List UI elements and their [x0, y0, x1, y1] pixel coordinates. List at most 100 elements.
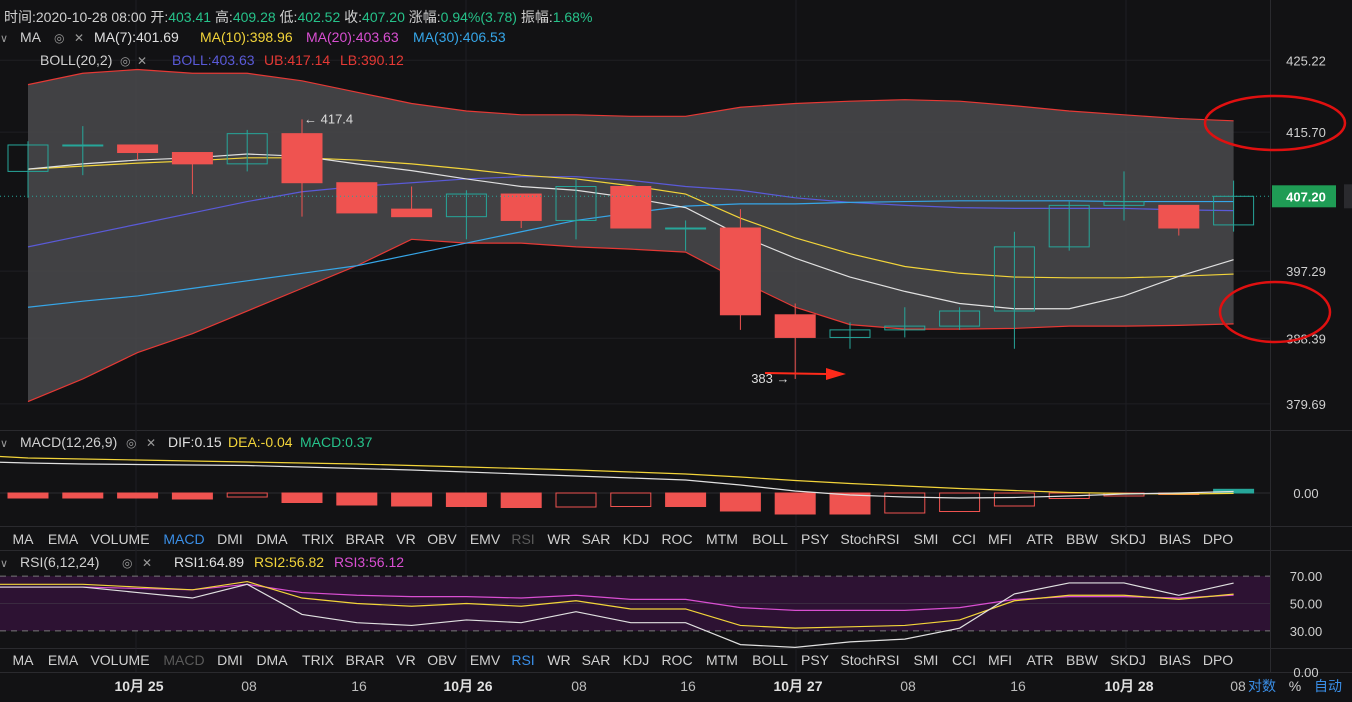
indicator-tab-mfi[interactable]: MFI — [988, 652, 1012, 668]
indicator-tab-roc[interactable]: ROC — [661, 652, 692, 668]
time-axis-label: 10月 27 — [773, 678, 822, 694]
settings-icon[interactable]: ◎ — [126, 436, 136, 450]
indicator-tab-dmi[interactable]: DMI — [217, 531, 243, 547]
low-marker: 383 → — [751, 371, 789, 386]
indicator-tab-bias[interactable]: BIAS — [1159, 531, 1191, 547]
close-icon[interactable]: ✕ — [146, 436, 156, 450]
indicator-tab-wr[interactable]: WR — [547, 531, 570, 547]
indicator-tab-stochrsi[interactable]: StochRSI — [840, 531, 899, 547]
indicator-tab-brar[interactable]: BRAR — [346, 652, 385, 668]
rsi-axis-label: 30.00 — [1290, 624, 1323, 639]
indicator-tab-emv[interactable]: EMV — [470, 531, 501, 547]
close-icon[interactable]: ✕ — [142, 556, 152, 570]
ma7-value: MA(7):401.69 — [94, 29, 179, 45]
indicator-tab-emv[interactable]: EMV — [470, 652, 501, 668]
low-label: 低: — [279, 9, 298, 25]
settings-icon[interactable]: ◎ — [120, 54, 130, 68]
time-axis-label: 16 — [680, 678, 696, 694]
indicator-tab-ema[interactable]: EMA — [48, 531, 79, 547]
indicator-tab-psy[interactable]: PSY — [801, 531, 830, 547]
indicator-tab-kdj[interactable]: KDJ — [623, 531, 649, 547]
current-price-label: 407.20 — [1286, 189, 1326, 204]
indicator-tab-stochrsi[interactable]: StochRSI — [840, 652, 899, 668]
macd-histogram-bar — [884, 492, 926, 514]
macd-histogram-bar — [774, 492, 816, 515]
price-pane[interactable]: ← 417.4 383 → — [7, 68, 1255, 403]
indicator-tab-skdj[interactable]: SKDJ — [1110, 531, 1146, 547]
indicator-tab-atr[interactable]: ATR — [1027, 652, 1054, 668]
indicator-tab-rsi[interactable]: RSI — [511, 652, 534, 668]
log-scale-toggle[interactable]: 对数 — [1248, 678, 1276, 694]
indicator-tab-trix[interactable]: TRIX — [302, 531, 335, 547]
indicator-tab-psy[interactable]: PSY — [801, 652, 830, 668]
rsi2-line — [0, 580, 1234, 629]
indicator-tab-wr[interactable]: WR — [547, 652, 570, 668]
indicator-tab-ma[interactable]: MA — [13, 531, 35, 547]
settings-icon[interactable]: ◎ — [122, 556, 132, 570]
indicator-tab-dpo[interactable]: DPO — [1203, 531, 1233, 547]
indicator-tab-trix[interactable]: TRIX — [302, 652, 335, 668]
boll-mid-line — [27, 176, 1234, 248]
indicator-tab-bbw[interactable]: BBW — [1066, 652, 1099, 668]
indicator-tab-kdj[interactable]: KDJ — [623, 652, 649, 668]
time-value: 2020-10-28 08:00 — [35, 9, 147, 25]
indicator-tab-sar[interactable]: SAR — [582, 531, 611, 547]
macd-histogram-bar — [719, 492, 761, 512]
indicator-tab-atr[interactable]: ATR — [1027, 531, 1054, 547]
indicator-tab-skdj[interactable]: SKDJ — [1110, 652, 1146, 668]
indicator-tab-smi[interactable]: SMI — [914, 652, 939, 668]
macd-histogram-bar — [226, 492, 268, 498]
indicator-tab-sar[interactable]: SAR — [582, 652, 611, 668]
indicator-tab-macd[interactable]: MACD — [163, 531, 204, 547]
indicator-tab-obv[interactable]: OBV — [427, 531, 457, 547]
candle-body — [7, 144, 49, 172]
indicator-tab-bbw[interactable]: BBW — [1066, 531, 1099, 547]
boll-lower-value: LB:390.12 — [340, 52, 404, 68]
amplitude-value: 1.68% — [552, 9, 593, 25]
indicator-tab-dmi[interactable]: DMI — [217, 652, 243, 668]
indicator-tab-obv[interactable]: OBV — [427, 652, 457, 668]
indicator-tab-rsi[interactable]: RSI — [511, 531, 534, 547]
indicator-tab-mfi[interactable]: MFI — [988, 531, 1012, 547]
indicator-tab-mtm[interactable]: MTM — [706, 531, 738, 547]
indicator-tab-brar[interactable]: BRAR — [346, 531, 385, 547]
rsi-legend-name: RSI(6,12,24) — [20, 554, 99, 570]
indicator-tab-mtm[interactable]: MTM — [706, 652, 738, 668]
indicator-tab-dma[interactable]: DMA — [256, 652, 288, 668]
indicator-tab-volume[interactable]: VOLUME — [90, 531, 149, 547]
indicator-tab-cci[interactable]: CCI — [952, 652, 976, 668]
indicator-tab-vr[interactable]: VR — [396, 531, 415, 547]
high-marker: ← 417.4 — [304, 111, 353, 126]
low-value: 402.52 — [297, 9, 341, 25]
indicator-tab-ema[interactable]: EMA — [48, 652, 79, 668]
indicator-tab-vr[interactable]: VR — [396, 652, 415, 668]
indicator-tab-dpo[interactable]: DPO — [1203, 652, 1233, 668]
indicator-tab-ma[interactable]: MA — [13, 652, 35, 668]
close-icon[interactable]: ✕ — [137, 54, 147, 68]
settings-icon[interactable]: ◎ — [54, 31, 64, 45]
macd-pane[interactable] — [0, 455, 1270, 515]
collapse-icon[interactable]: ∨ — [0, 33, 8, 45]
indicator-tab-smi[interactable]: SMI — [914, 531, 939, 547]
indicator-tab-boll[interactable]: BOLL — [752, 652, 788, 668]
boll-lower-line — [27, 238, 1234, 403]
candle-body — [391, 208, 433, 218]
macd-axis-label: 0.00 — [1293, 486, 1318, 501]
indicator-tab-macd[interactable]: MACD — [163, 652, 204, 668]
percent-scale-toggle[interactable]: % — [1289, 678, 1301, 694]
indicator-tab-boll[interactable]: BOLL — [752, 531, 788, 547]
collapse-icon[interactable]: ∨ — [0, 438, 8, 450]
candle-body — [1158, 204, 1200, 229]
indicator-tab-roc[interactable]: ROC — [661, 531, 692, 547]
close-icon[interactable]: ✕ — [74, 31, 84, 45]
close-label: 收: — [344, 9, 363, 25]
indicator-tab-bias[interactable]: BIAS — [1159, 652, 1191, 668]
rsi-pane[interactable] — [0, 575, 1270, 648]
indicator-tab-dma[interactable]: DMA — [256, 531, 288, 547]
collapse-icon[interactable]: ∨ — [0, 558, 8, 570]
indicator-tab-cci[interactable]: CCI — [952, 531, 976, 547]
indicator-tab-volume[interactable]: VOLUME — [90, 652, 149, 668]
auto-scale-toggle[interactable]: 自动 — [1314, 678, 1342, 694]
time-label: 时间: — [4, 9, 36, 25]
